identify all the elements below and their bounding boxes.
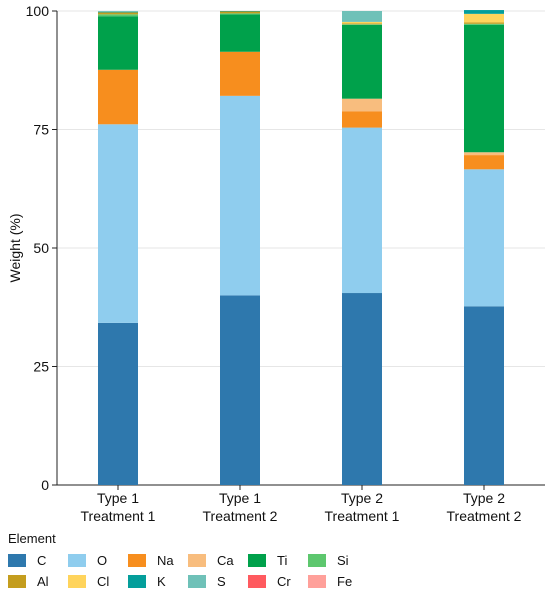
bar-segment-ti	[220, 14, 260, 52]
legend-item-ca: Ca	[188, 552, 248, 568]
legend-item-s: S	[188, 573, 248, 589]
legend-item-cl: Cl	[68, 573, 128, 589]
legend-item-cr: Cr	[248, 573, 308, 589]
y-axis-label: Weight (%)	[7, 214, 23, 283]
bar-segment-c	[98, 322, 138, 485]
legend-label: Al	[37, 573, 49, 589]
legend-item-al: Al	[8, 573, 68, 589]
legend-swatch	[8, 553, 26, 567]
legend-item-si: Si	[308, 552, 368, 568]
x-tick-label-line: Type 1	[219, 490, 261, 506]
legend-item-fe: Fe	[308, 573, 368, 589]
legend-swatch	[188, 574, 206, 588]
legend-label: Ti	[277, 552, 288, 568]
x-tick-label-line: Treatment 2	[447, 508, 522, 524]
legend-label: Si	[337, 552, 349, 568]
bar-segment-al	[220, 11, 260, 14]
legend-label: O	[97, 552, 108, 568]
legend-item-k: K	[128, 573, 188, 589]
legend-label: Cr	[277, 573, 291, 589]
bar-segment-na	[220, 51, 260, 96]
bar-segment-na	[464, 155, 504, 170]
bar-segment-o	[342, 127, 382, 294]
legend-grid: C O Na Ca Ti Si Al Cl K S Cr Fe	[8, 552, 368, 589]
x-tick-label-line: Treatment 1	[81, 508, 156, 524]
y-tick-label: 100	[26, 3, 50, 19]
bar-segment-ca	[464, 152, 504, 156]
legend-swatch	[248, 574, 266, 588]
legend-item-o: O	[68, 552, 128, 568]
legend-swatch	[308, 574, 326, 588]
legend-item-na: Na	[128, 552, 188, 568]
bar-segment-si	[98, 14, 138, 17]
legend-swatch	[8, 574, 26, 588]
legend-item-ti: Ti	[248, 552, 308, 568]
x-tick-label-line: Type 2	[341, 490, 383, 506]
legend-label: S	[217, 573, 226, 589]
bar-segment-cl	[342, 21, 382, 24]
legend-label: K	[157, 573, 166, 589]
bar-segment-al	[342, 23, 382, 25]
bar-segment-na	[98, 69, 138, 125]
legend-swatch	[188, 553, 206, 567]
legend-item-c: C	[8, 552, 68, 568]
x-tick-label: Type 1 Treatment 2	[203, 490, 278, 524]
y-tick-label: 75	[33, 122, 49, 138]
x-tick-label: Type 2 Treatment 2	[447, 490, 522, 524]
bar-segment-o	[98, 124, 138, 323]
x-tick-label-line: Treatment 1	[325, 508, 400, 524]
bar-segment-na	[342, 111, 382, 128]
bar-segment-si	[464, 23, 504, 25]
legend-label: Na	[157, 552, 174, 568]
bar-segment-si	[220, 13, 260, 15]
x-tick-label: Type 1 Treatment 1	[81, 490, 156, 524]
bar-segment-al	[464, 22, 504, 24]
bar-segment-o	[464, 169, 504, 307]
x-tick-label-line: Treatment 2	[203, 508, 278, 524]
bar-segment-al	[98, 12, 138, 15]
legend-swatch	[68, 574, 86, 588]
legend: Element C O Na Ca Ti Si Al Cl K S Cr Fe	[8, 531, 368, 589]
legend-label: Fe	[337, 573, 353, 589]
legend-label: Cl	[97, 573, 110, 589]
legend-swatch	[308, 553, 326, 567]
bar-segment-ti	[98, 16, 138, 70]
bar-segment-ti	[342, 24, 382, 99]
y-tick-label: 50	[33, 240, 49, 256]
x-tick-label-line: Type 1	[97, 490, 139, 506]
bar-segment-c	[220, 295, 260, 485]
bar-segment-k	[464, 10, 504, 14]
y-tick-label: 25	[33, 359, 49, 375]
x-tick-label: Type 2 Treatment 1	[325, 490, 400, 524]
bar-segment-ti	[464, 24, 504, 153]
bar-segment-o	[220, 95, 260, 296]
x-tick-label-line: Type 2	[463, 490, 505, 506]
legend-title: Element	[8, 531, 56, 546]
bar-segment-ca	[342, 98, 382, 112]
bar-segment-c	[342, 293, 382, 485]
legend-swatch	[128, 553, 146, 567]
legend-swatch	[248, 553, 266, 567]
bar-segment-cl	[464, 13, 504, 23]
legend-label: Ca	[217, 552, 234, 568]
legend-swatch	[68, 553, 86, 567]
bar-segment-c	[464, 306, 504, 485]
legend-label: C	[37, 552, 47, 568]
legend-swatch	[128, 574, 146, 588]
bar-segment-s	[98, 11, 138, 12]
bar-segment-s	[342, 11, 382, 22]
y-tick-label: 0	[41, 477, 49, 493]
